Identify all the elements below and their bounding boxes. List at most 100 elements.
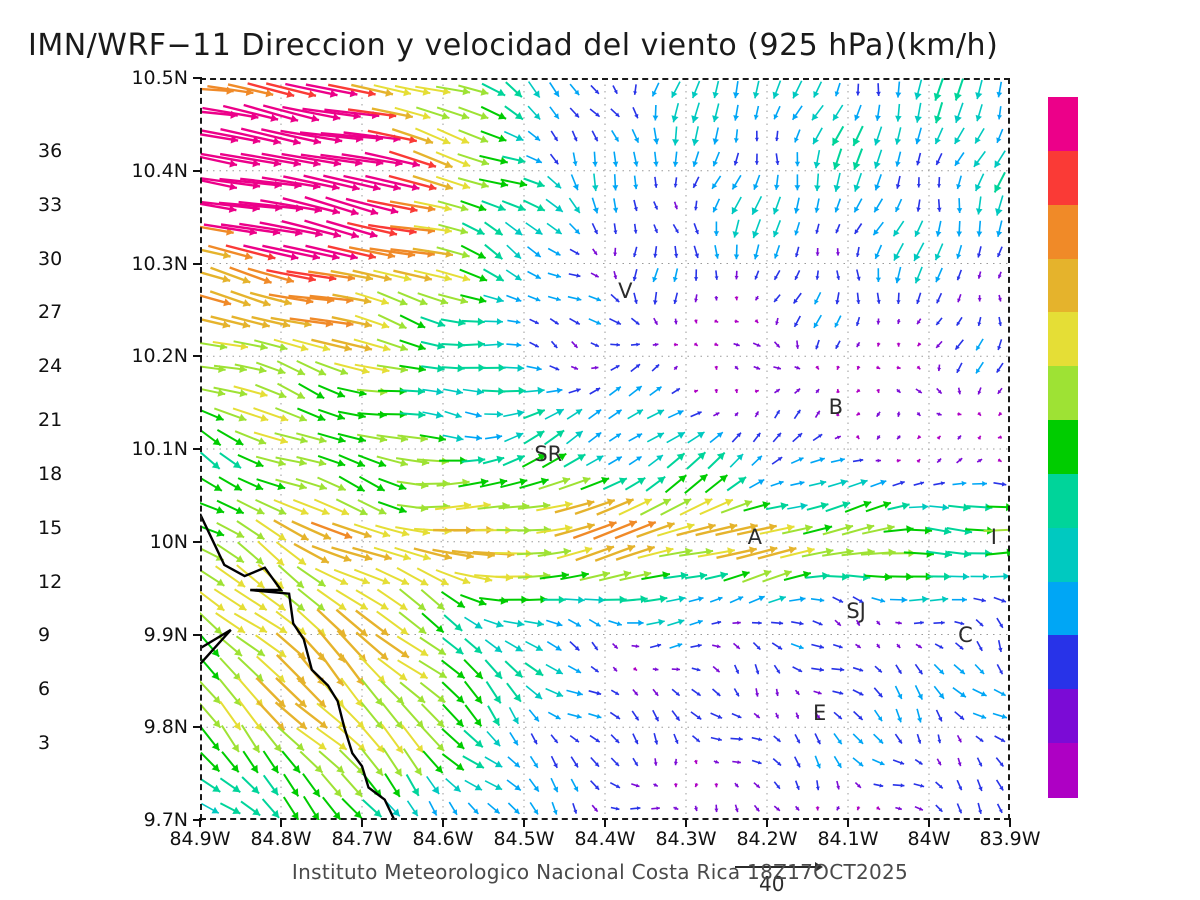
wind-arrow-head-icon [400,650,409,658]
wind-arrow-head-icon [256,648,265,656]
wind-arrow-head-icon [819,457,825,463]
wind-arrow-head-icon [799,621,804,626]
wind-arrow-head-icon [216,529,225,537]
wind-arrow-head-icon [683,498,692,506]
wind-arrow-head-icon [242,276,251,284]
wind-arrow-head-icon [935,230,942,237]
colorbar[interactable] [1048,97,1078,798]
wind-arrow-head-icon [996,230,1003,237]
wind-arrow-head-icon [216,578,225,586]
wind-arrow-head-icon [837,762,842,768]
wind-arrow-head-icon [494,227,503,236]
wind-arrow-head-icon [777,761,781,766]
wind-arrow-head-icon [444,273,452,282]
wind-arrow-head-icon [633,666,637,671]
wind-arrow-head-icon [754,275,759,280]
wind-arrow-head-icon [653,253,658,258]
wind-arrow-head-icon [277,482,286,491]
wind-arrow [260,199,323,212]
city-label-i: I [990,525,997,550]
wind-arrow-head-icon [534,135,541,141]
wind-arrow-head-icon [455,718,464,727]
wind-arrow-head-icon [492,717,500,726]
wind-arrow-head-icon [278,507,287,515]
wind-arrow-head-icon [803,570,811,579]
wind-arrow-head-icon [938,784,943,789]
wind-arrow-head-icon [577,454,586,462]
wind-arrow-head-icon [755,389,759,394]
wind-arrow [281,220,342,238]
wind-arrow-head-icon [795,806,800,811]
wind-arrow-head-icon [400,459,408,467]
wind-arrow-head-icon [403,274,412,282]
wind-arrow-head-icon [754,137,759,142]
wind-arrow-head-icon [277,603,286,611]
colorbar-band [1048,743,1078,798]
wind-arrow-head-icon [941,620,945,625]
wind-arrow-head-icon [574,645,580,651]
wind-arrow-head-icon [238,413,247,422]
wind-arrow [220,128,281,144]
wind-arrow [200,87,234,93]
wind-arrow-head-icon [758,737,762,742]
wind-arrow-head-icon [553,136,558,141]
wind-arrow-head-icon [498,134,507,143]
wind-arrow-head-icon [654,667,659,672]
wind-arrow-head-icon [553,90,559,97]
wind-arrow-head-icon [914,115,922,123]
wind-arrow-head-icon [586,499,595,508]
wind-arrow [203,223,257,235]
wind-arrow-head-icon [350,252,358,261]
wind-arrow-head-icon [514,669,523,678]
wind-arrow-head-icon [356,677,364,685]
wind-arrow-head-icon [333,788,342,797]
wind-arrow-head-icon [873,161,881,169]
wind-arrow-head-icon [576,296,582,302]
wind-arrow-head-icon [635,364,640,369]
wind-arrow-head-icon [657,476,666,485]
wind-arrow [593,520,638,540]
wind-arrow [343,131,401,141]
wind-arrow-head-icon [627,544,636,553]
wind-arrow-head-icon [399,343,408,352]
wind-arrow-head-icon [573,137,578,142]
wind-arrow-head-icon [939,644,944,649]
wind-arrow [218,201,283,210]
wind-arrow-head-icon [715,412,720,416]
wind-arrow-head-icon [636,433,643,439]
wind-arrow-head-icon [500,156,508,165]
wind-arrow-head-icon [514,227,523,236]
wind-arrow-head-icon [806,546,815,555]
wind-arrow-head-icon [553,763,558,768]
wind-arrow-head-icon [453,784,461,792]
wind-arrow-head-icon [938,807,943,812]
wind-arrow-head-icon [613,644,618,649]
wind-map-plot[interactable] [200,78,1010,820]
wind-arrow-head-icon [474,645,482,654]
wind-arrow-head-icon [574,366,578,370]
wind-arrow-head-icon [656,455,663,462]
wind-arrow-head-icon [956,253,962,259]
wind-arrow-head-icon [694,253,699,258]
wind-arrow-head-icon [383,274,392,282]
wind-arrow-head-icon [956,276,961,281]
wind-arrow-head-icon [875,277,881,282]
wind-arrow-head-icon [877,458,881,463]
wind-arrow-head-icon [797,433,803,438]
wind-arrow-head-icon [898,620,902,625]
wind-arrow-head-icon [381,321,390,329]
wind-arrow-head-icon [555,250,561,256]
wind-arrow-head-icon [222,320,231,329]
x-tick-label: 84.4W [574,828,636,850]
wind-arrow-head-icon [616,456,622,462]
wind-arrow [303,174,360,191]
wind-arrow-head-icon [977,435,981,440]
wind-arrow-head-icon [584,546,593,555]
wind-arrow-head-icon [283,298,292,306]
colorbar-tick-label: 15 [38,516,63,539]
wind-arrow-head-icon [675,691,680,696]
wind-arrow-head-icon [231,744,239,752]
wind-arrow-head-icon [896,389,901,393]
wind-arrow-head-icon [879,760,885,766]
wind-arrow-head-icon [381,365,390,374]
